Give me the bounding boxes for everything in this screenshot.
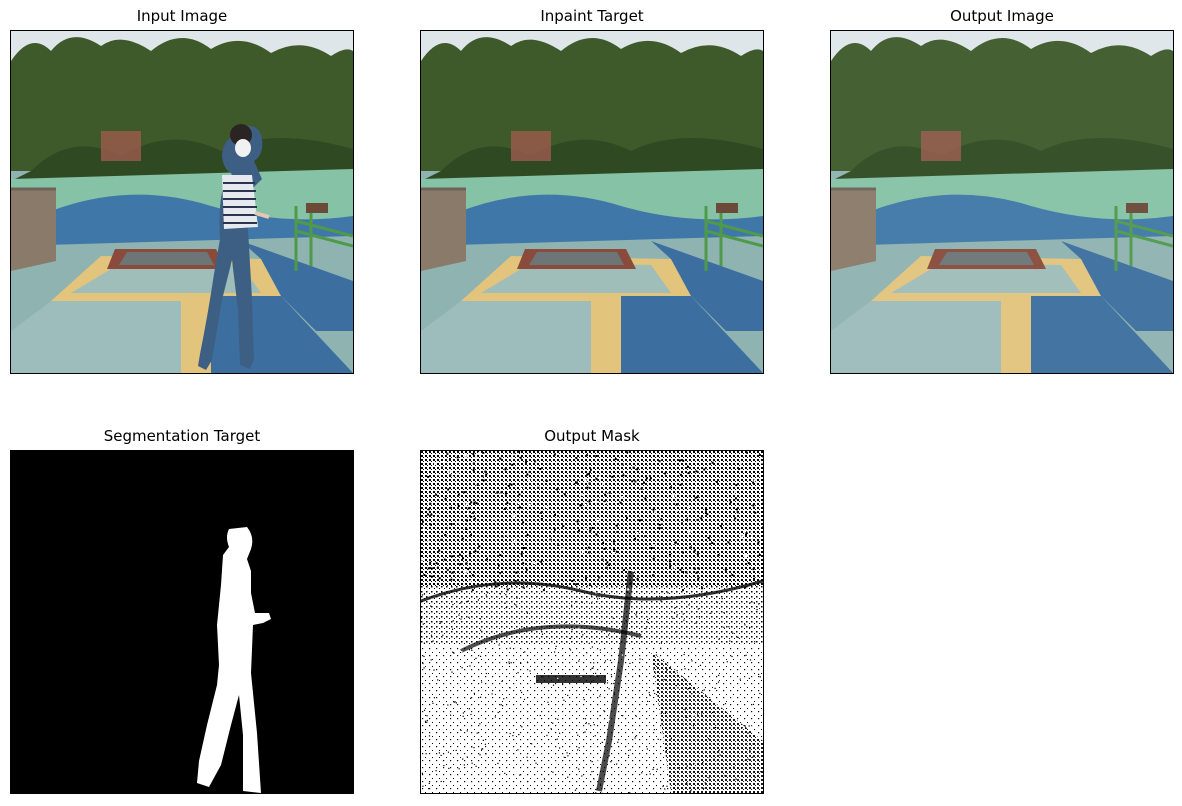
segmentation-target-panel: [10, 450, 354, 794]
scene-background: [11, 31, 353, 373]
output-image: [831, 31, 1173, 373]
panel-title-mask: Output Mask: [544, 427, 640, 445]
output-mask-panel: [420, 450, 764, 794]
mask-noise: [421, 451, 763, 793]
panel-title-output: Output Image: [950, 7, 1054, 25]
input-image: [11, 31, 353, 373]
input-image-panel: [10, 30, 354, 374]
inpaint-target-image: [421, 31, 763, 373]
panel-title-inpaint: Inpaint Target: [540, 7, 644, 25]
output-image-panel: [830, 30, 1174, 374]
person-figure: [198, 124, 270, 370]
output-mask-image: [421, 451, 763, 793]
inpaint-target-panel: [420, 30, 764, 374]
scene-background: [831, 31, 1173, 373]
segmentation-mask: [11, 451, 353, 793]
scene-background: [421, 31, 763, 373]
person-silhouette: [197, 527, 271, 793]
panel-title-segmentation: Segmentation Target: [103, 427, 261, 445]
panel-title-input: Input Image: [136, 7, 228, 25]
